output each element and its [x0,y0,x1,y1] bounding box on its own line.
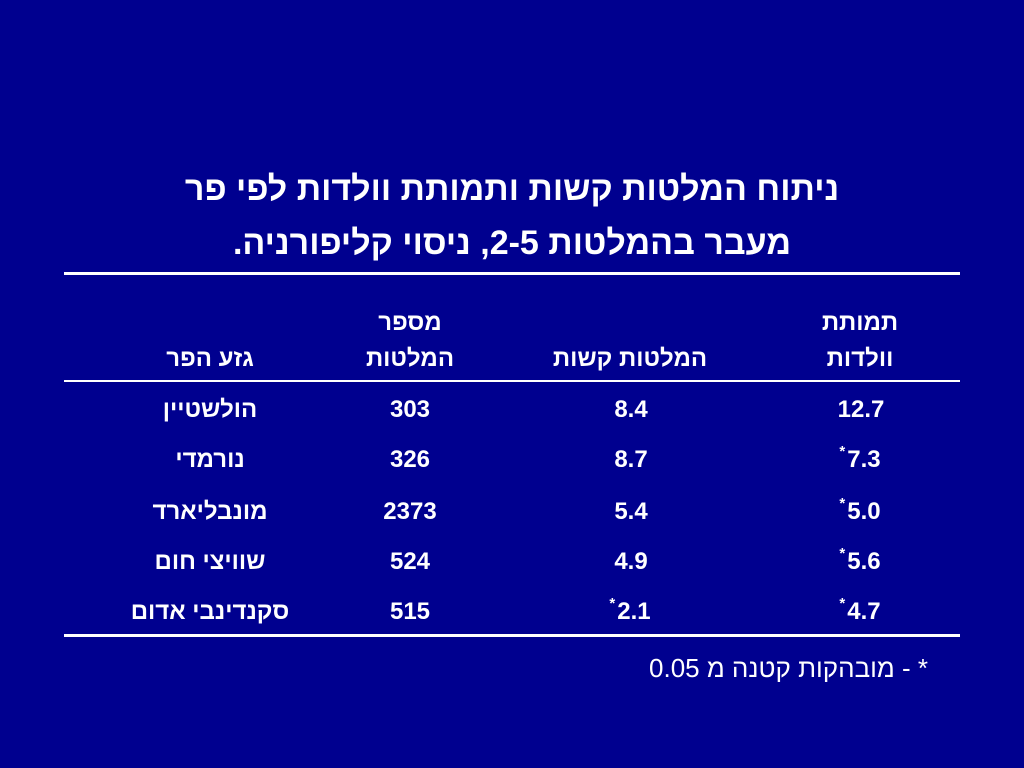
title-line-2: מעבר בהמלטות 2-5, ניסוי קליפורניה. [232,224,792,262]
cell-hard-value: 8.7 [614,446,648,473]
cell-mortality-value: 12.7 [837,396,885,423]
header-breed-label: גזע הפר [166,345,254,372]
cell-hard-4: *2.1 [560,595,700,629]
cell-mortality-1: *7.3 [790,443,930,477]
cell-hard-0: 8.4 [560,396,700,427]
significance-star: * [839,443,846,460]
table-bottom-rule [64,634,960,637]
footnote: * - מובהקות קטנה מ 0.05 [649,653,928,683]
cell-hard-3: 4.9 [560,548,700,579]
cell-births-2: 2373 [383,498,437,525]
cell-mortality-2: *5.0 [790,495,930,529]
cell-births-0: 303 [389,396,431,423]
cell-breed-1: נורמדי [175,446,245,473]
significance-star: * [609,595,616,612]
cell-mortality-0: 12.7 [790,396,930,427]
cell-hard-value: 8.4 [614,396,648,423]
cell-mortality-value: 5.0 [847,498,881,525]
header-hard-births: המלטות קשות [520,341,740,377]
significance-star: * [839,545,846,562]
cell-hard-value: 5.4 [614,498,648,525]
cell-hard-value: 4.9 [614,548,648,575]
cell-mortality-value: 5.6 [847,548,881,575]
header-mortality-line2: וולדות [826,345,894,372]
cell-breed-0: הולשטיין [162,396,258,423]
cell-mortality-value: 4.7 [847,598,881,625]
cell-mortality-4: *4.7 [790,595,930,629]
cell-mortality-3: *5.6 [790,545,930,579]
table-top-rule [64,272,960,275]
cell-breed-4: סקנדינבי אדום [130,598,290,625]
cell-births-4: 515 [389,598,431,625]
header-hard-births-label: המלטות קשות [552,345,708,372]
table-header-rule [64,380,960,382]
header-mortality: תמותת וולדות [760,305,960,377]
cell-mortality-value: 7.3 [847,446,881,473]
header-births-count-line2: המלטות [365,345,455,372]
header-births-count-line1: מספר [378,309,442,336]
cell-hard-1: 8.7 [560,446,700,477]
cell-breed-2: מונבליארד [152,498,268,525]
header-breed: גזע הפר [110,341,310,377]
title-line-1: ניתוח המלטות קשות ותמותת וולדות לפי פר [184,170,840,208]
cell-hard-value: 2.1 [617,598,651,625]
significance-star: * [839,495,846,512]
significance-star: * [839,595,846,612]
cell-births-1: 326 [389,446,431,473]
cell-breed-3: שוויצי חום [154,548,266,575]
cell-births-3: 524 [389,548,431,575]
header-births-count: מספר המלטות [310,305,510,377]
header-mortality-line1: תמותת [821,309,899,336]
cell-hard-2: 5.4 [560,498,700,529]
